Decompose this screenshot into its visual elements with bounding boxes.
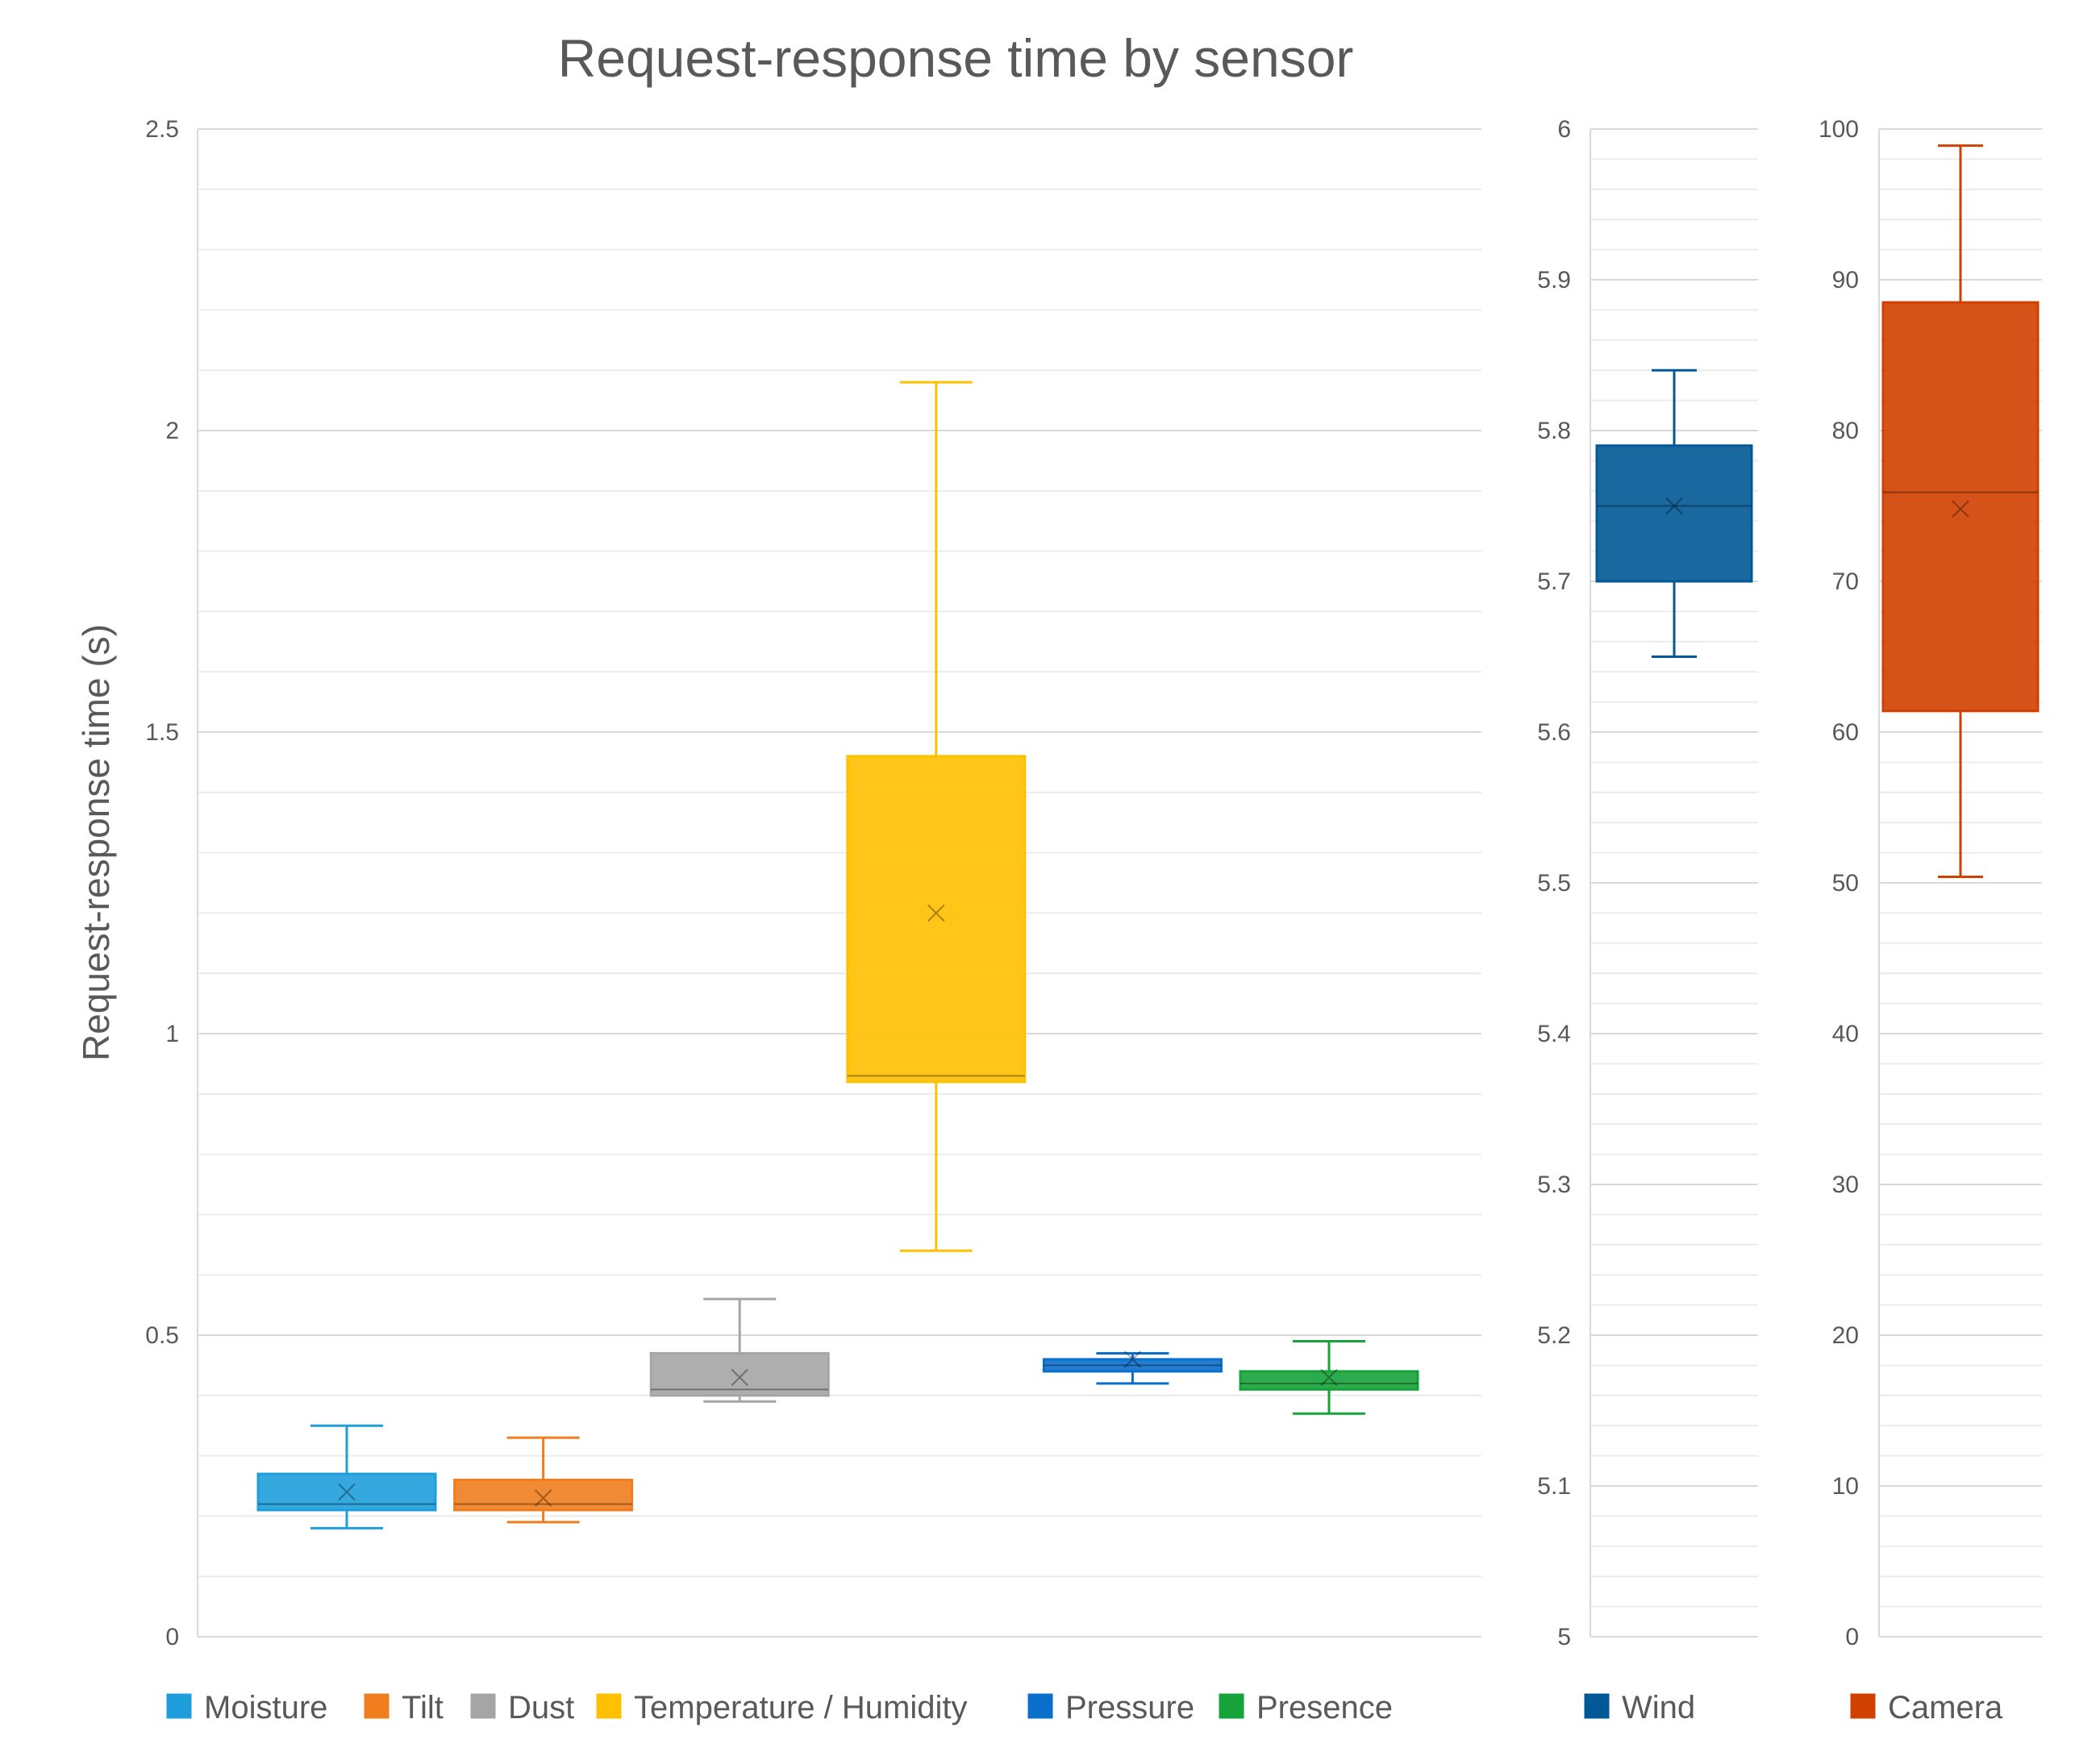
iqr-box — [1239, 1370, 1419, 1391]
y-tick-label: 5 — [1557, 1624, 1571, 1650]
y-tick-label: 40 — [1832, 1021, 1859, 1047]
iqr-box — [846, 755, 1027, 1084]
legend-item-pressure: Pressure — [1027, 1690, 1194, 1725]
mean-marker — [731, 1368, 748, 1387]
legend-item-temperature-humidity: Temperature / Humidity — [596, 1690, 967, 1725]
y-axis-label: Request-response time (s) — [75, 624, 117, 1061]
y-tick-label: 60 — [1832, 719, 1859, 746]
y-tick-label: 6 — [1557, 116, 1571, 143]
iqr-box — [1881, 301, 2040, 713]
box-moisture — [256, 1424, 437, 1530]
legend-label: Temperature / Humidity — [634, 1690, 967, 1725]
y-tick-label: 80 — [1832, 418, 1859, 444]
y-tick-label: 5.5 — [1537, 870, 1571, 897]
y-tick-label: 0 — [165, 1624, 179, 1650]
legend-swatch — [1850, 1693, 1876, 1719]
y-tick-label: 5.4 — [1537, 1021, 1571, 1047]
box-tilt — [453, 1436, 634, 1524]
y-tick-label: 1 — [165, 1021, 179, 1047]
mean-marker — [927, 904, 945, 922]
panel-wind: 5 5.1 5.2 5.3 5.4 5.5 5.6 5.7 5.8 5.9 6 — [1537, 116, 1758, 1650]
legend-swatch — [1027, 1693, 1053, 1719]
legend-label: Presence — [1256, 1690, 1393, 1725]
y-tick-label: 5.1 — [1537, 1473, 1571, 1500]
legend-swatch — [596, 1693, 622, 1719]
legend-item-wind: Wind — [1584, 1690, 1695, 1725]
y-tick-label: 5.3 — [1537, 1172, 1571, 1198]
iqr-box — [256, 1472, 437, 1512]
y-tick-label: 5.2 — [1537, 1322, 1571, 1349]
mean-marker — [1952, 500, 1969, 518]
legend-item-moisture: Moisture — [166, 1690, 327, 1725]
legend-item-dust: Dust — [470, 1690, 574, 1725]
chart-title: Request-response time by sensor — [558, 28, 1354, 88]
legend-swatch — [166, 1693, 192, 1719]
y-tick-label: 5.6 — [1537, 719, 1571, 746]
box-wind — [1595, 368, 1753, 658]
y-tick-label: 5.9 — [1537, 267, 1571, 293]
y-tick-label: 90 — [1832, 267, 1859, 293]
mean-marker — [338, 1483, 356, 1501]
y-tick-label: 2 — [165, 418, 179, 444]
legend-label: Moisture — [204, 1690, 327, 1725]
y-tick-label: 1.5 — [145, 719, 179, 746]
legend-swatch — [1584, 1693, 1610, 1719]
mean-marker — [534, 1489, 552, 1507]
mean-marker — [1665, 497, 1683, 515]
mean-marker — [1123, 1351, 1142, 1368]
iqr-box — [649, 1351, 830, 1397]
iqr-box — [1042, 1358, 1223, 1373]
legend-label: Camera — [1888, 1690, 2003, 1725]
iqr-box — [1595, 444, 1753, 583]
y-tick-label: 50 — [1832, 870, 1859, 897]
panel-camera: 0 10 20 30 40 50 60 70 80 90 100 — [1819, 116, 2042, 1650]
y-tick-label: 10 — [1832, 1473, 1859, 1500]
legend-label: Pressure — [1065, 1690, 1194, 1725]
box-temperature-humidity — [846, 381, 1027, 1252]
y-tick-label: 0 — [1845, 1624, 1859, 1650]
legend-swatch — [1219, 1693, 1244, 1719]
iqr-box — [453, 1479, 634, 1512]
legend-item-presence: Presence — [1219, 1690, 1393, 1725]
y-tick-label: 2.5 — [145, 116, 179, 143]
legend-label: Tilt — [402, 1690, 444, 1725]
y-tick-label: 0.5 — [145, 1322, 179, 1349]
legend-label: Dust — [508, 1690, 574, 1725]
box-camera — [1881, 144, 2040, 879]
panel-main: 0 0.5 1 1.5 2 2.5 — [145, 116, 1481, 1650]
box-dust — [649, 1297, 830, 1403]
legend-swatch — [470, 1693, 496, 1719]
legend-item-camera: Camera — [1850, 1690, 2003, 1725]
box-presence — [1239, 1339, 1419, 1415]
y-tick-label: 30 — [1832, 1172, 1859, 1198]
box-pressure — [1042, 1351, 1223, 1385]
mean-marker — [1320, 1368, 1338, 1387]
y-tick-label: 20 — [1832, 1322, 1859, 1349]
panels-layer: 0 0.5 1 1.5 2 2.5 5 5.1 5.2 5.3 5.4 5.5 5.6 5.7 5.8 5.9… — [145, 116, 2042, 1650]
legend-item-tilt: Tilt — [364, 1690, 444, 1725]
y-tick-label: 5.7 — [1537, 568, 1571, 595]
y-tick-label: 5.8 — [1537, 418, 1571, 444]
y-tick-label: 100 — [1819, 116, 1859, 143]
legend-swatch — [364, 1693, 390, 1719]
legend: Moisture Tilt Dust Temperature / Humidity Pr… — [166, 1690, 2003, 1725]
legend-label: Wind — [1622, 1690, 1695, 1725]
y-tick-label: 70 — [1832, 568, 1859, 595]
